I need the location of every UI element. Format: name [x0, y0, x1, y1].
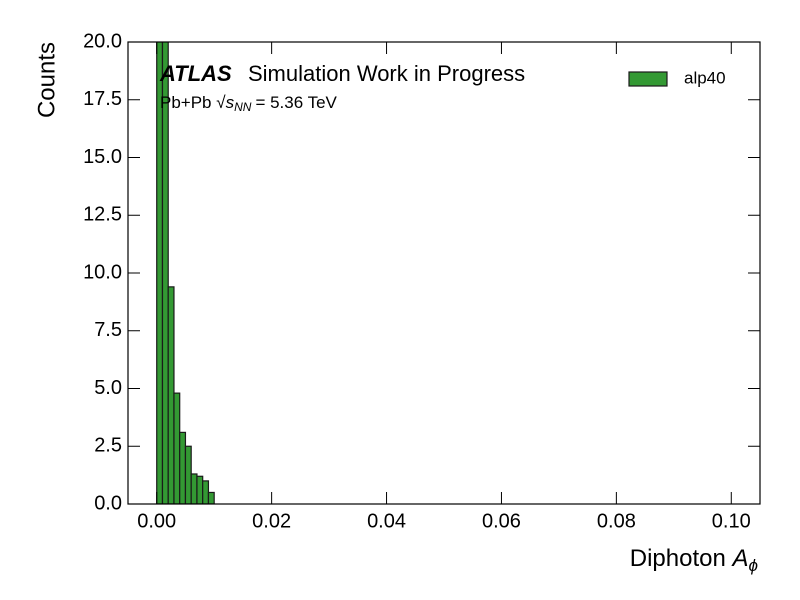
plot-area: [156, 42, 215, 504]
x-tick-label: 0.10: [712, 510, 751, 532]
y-tick-label: 7.5: [94, 319, 122, 341]
histogram-bar: [190, 473, 198, 504]
histogram-bar: [179, 431, 187, 504]
histogram-bar: [196, 475, 204, 504]
x-tick-label: 0.02: [252, 510, 291, 532]
experiment-label: ATLAS: [159, 61, 232, 86]
x-tick-label: 0.08: [597, 510, 636, 532]
histogram-bar: [207, 491, 215, 504]
histogram-bar: [173, 392, 181, 504]
legend-swatch: [628, 71, 668, 87]
x-axis-label: Diphoton Aϕ: [630, 545, 758, 575]
y-tick-label: 10.0: [83, 261, 122, 283]
x-label: Diphoton: [630, 545, 726, 572]
status-label: Simulation Work in Progress: [248, 61, 525, 86]
histogram-bar: [156, 42, 164, 504]
x-tick-label: 0.04: [367, 510, 406, 532]
x-label-subscript: ϕ: [749, 556, 758, 575]
y-tick-label: 5.0: [94, 377, 122, 399]
x-label-symbol: A: [731, 545, 749, 572]
energy-subscript: NN: [234, 100, 252, 114]
energy-symbol: √s: [216, 93, 234, 112]
y-axis-label: Counts: [33, 42, 60, 118]
energy-value: = 5.36 TeV: [255, 93, 337, 112]
x-tick-label: 0.00: [137, 510, 176, 532]
y-tick-label: 2.5: [94, 435, 122, 457]
x-tick-label: 0.06: [482, 510, 521, 532]
collision-label: Pb+Pb √sNN = 5.36 TeV: [160, 93, 338, 114]
histogram-bar: [202, 480, 210, 504]
y-tick-label: 15.0: [83, 146, 122, 168]
legend-label: alp40: [684, 68, 726, 87]
y-tick-label: 17.5: [83, 88, 122, 110]
y-tick-label: 0.0: [94, 492, 122, 514]
histogram-bar: [167, 286, 175, 504]
y-tick-label: 20.0: [83, 30, 122, 52]
y-tick-label: 12.5: [83, 204, 122, 226]
collision: Pb+Pb: [160, 93, 212, 112]
histogram-bar: [184, 445, 192, 504]
histogram-bar: [161, 42, 169, 504]
